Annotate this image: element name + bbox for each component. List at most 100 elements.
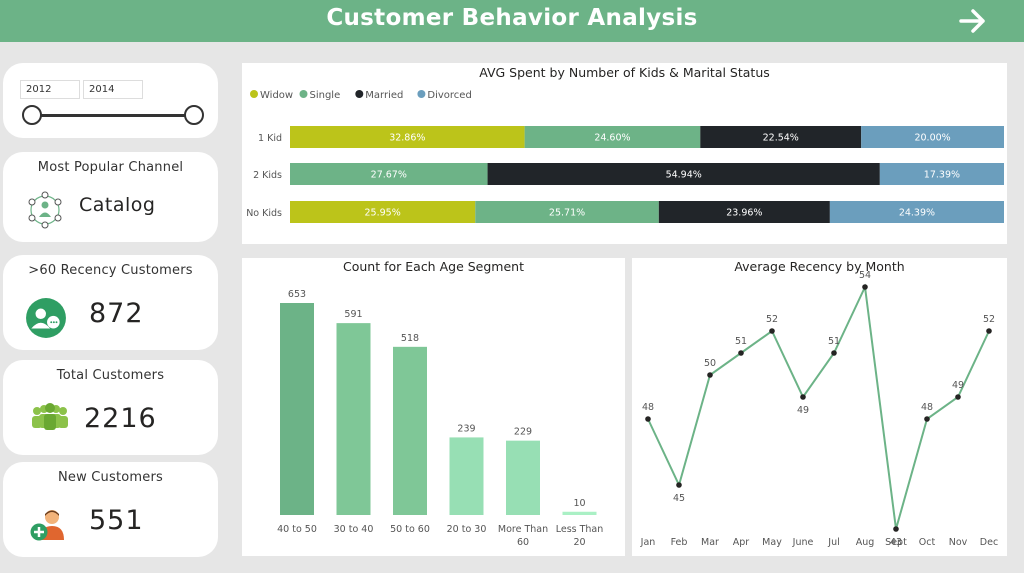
month-tick-label: Aug xyxy=(856,537,875,548)
month-tick-label: Jan xyxy=(640,537,656,548)
bar-data-label: 518 xyxy=(401,333,419,344)
add-user-icon xyxy=(30,510,64,541)
stacked-bar-segment xyxy=(829,201,1004,223)
age-segment-chart-panel: Count for Each Age Segment 653 40 to 50 59… xyxy=(242,258,625,556)
point-data-label: 48 xyxy=(642,402,654,413)
segment-data-label: 17.39% xyxy=(924,170,960,181)
stacked-bar-chart: Widow Single Married Divorced 1 Kid 32.86% 24.… xyxy=(246,90,1004,223)
legend-marker-single xyxy=(299,90,308,98)
bar-data-label: 10 xyxy=(573,498,585,509)
most-popular-channel-card: Most Popular Channel Catalog xyxy=(3,152,218,242)
legend-label-married: Married xyxy=(365,90,403,101)
data-point xyxy=(769,328,775,334)
end-year-input[interactable]: 2014 xyxy=(83,80,143,99)
legend-label-single: Single xyxy=(310,90,341,101)
point-data-label: 52 xyxy=(983,314,995,325)
data-point xyxy=(707,372,713,378)
category-tick-label: 30 to 40 xyxy=(334,524,374,535)
stacked-bar-segment xyxy=(290,126,525,148)
card-title: Most Popular Channel xyxy=(37,160,184,175)
page-title: Customer Behavior Analysis xyxy=(326,5,698,31)
data-point xyxy=(676,482,682,488)
category-label: No Kids xyxy=(246,208,282,219)
month-tick-label: Dec xyxy=(980,537,998,548)
age-bar xyxy=(280,303,314,515)
age-bar xyxy=(336,323,371,515)
point-data-label: 52 xyxy=(766,314,778,325)
new-customers-card: New Customers 551 xyxy=(3,462,218,557)
segment-data-label: 32.86% xyxy=(389,133,425,144)
age-bar-chart: 653 40 to 50 591 30 to 40 518 50 to 60 239 20 t… xyxy=(277,289,604,548)
segment-data-label: 20.00% xyxy=(914,133,950,144)
data-point xyxy=(738,350,744,356)
data-point xyxy=(986,328,992,334)
legend-label-widow: Widow xyxy=(260,90,293,101)
data-point xyxy=(862,284,868,290)
segment-data-label: 54.94% xyxy=(666,170,702,181)
data-point xyxy=(645,416,651,422)
month-tick-label: Jul xyxy=(827,537,839,548)
slider-end-handle[interactable] xyxy=(184,105,204,125)
slider-start-handle[interactable] xyxy=(22,105,42,125)
stacked-bar-segment xyxy=(475,201,659,223)
point-data-label: 45 xyxy=(673,493,685,504)
month-tick-label: Mar xyxy=(701,537,719,548)
segment-data-label: 24.60% xyxy=(594,133,630,144)
point-data-label: 49 xyxy=(952,380,964,391)
start-year-input[interactable]: 2012 xyxy=(20,80,80,99)
stacked-bar-segment xyxy=(290,163,488,185)
age-bar xyxy=(393,346,427,515)
legend-label-divorced: Divorced xyxy=(427,90,471,101)
legend-marker-divorced xyxy=(417,90,426,98)
category-tick-label-line2: 60 xyxy=(517,537,529,548)
recency-line-chart-panel: Average Recency by Month 48 Jan 45 Feb 50 Mar… xyxy=(632,258,1007,556)
category-tick-label: More Than xyxy=(498,524,548,535)
bar-data-label: 591 xyxy=(344,309,362,320)
data-point xyxy=(924,416,930,422)
stacked-bar-segment xyxy=(524,126,701,148)
point-data-label: 43 xyxy=(890,537,902,548)
month-tick-label: Feb xyxy=(671,537,688,548)
arrow-right-icon[interactable] xyxy=(958,6,988,36)
legend-marker-married xyxy=(355,90,364,98)
catalog-network-icon xyxy=(28,191,62,229)
customer-service-icon xyxy=(26,298,66,338)
new-value: 551 xyxy=(89,505,144,536)
slider-track[interactable] xyxy=(34,114,198,117)
recency-value: 872 xyxy=(89,298,144,329)
age-bar xyxy=(506,440,540,515)
category-tick-label: 20 to 30 xyxy=(447,524,487,535)
recency-customers-card: >60 Recency Customers 872 xyxy=(3,255,218,350)
category-label: 1 Kid xyxy=(258,133,282,144)
point-data-label: 51 xyxy=(735,336,747,347)
category-tick-label: 50 to 60 xyxy=(390,524,430,535)
month-tick-label: Nov xyxy=(949,537,968,548)
data-point xyxy=(831,350,837,356)
point-data-label: 54 xyxy=(859,270,871,281)
total-customers-card: Total Customers 2216 xyxy=(3,360,218,455)
card-title: >60 Recency Customers xyxy=(28,263,193,278)
card-title: Total Customers xyxy=(56,368,165,383)
category-label: 2 Kids xyxy=(253,170,282,181)
point-data-label: 48 xyxy=(921,402,933,413)
chart-title: Average Recency by Month xyxy=(734,259,905,274)
month-tick-label: Sept xyxy=(885,537,907,548)
stacked-bar-segment xyxy=(658,201,830,223)
point-data-label: 49 xyxy=(797,405,809,416)
stacked-bar-segment xyxy=(700,126,862,148)
series-line xyxy=(647,283,990,530)
point-data-label: 50 xyxy=(704,358,716,369)
data-point xyxy=(893,526,899,532)
category-tick-label: 40 to 50 xyxy=(277,524,317,535)
segment-data-label: 24.39% xyxy=(899,208,935,219)
stacked-bar-segment xyxy=(861,126,1004,148)
bar-data-label: 229 xyxy=(514,427,532,438)
segment-data-label: 27.67% xyxy=(371,170,407,181)
segment-data-label: 23.96% xyxy=(726,208,762,219)
legend-marker-widow xyxy=(250,90,258,98)
category-tick-label: Less Than xyxy=(556,524,604,535)
data-point xyxy=(955,394,961,400)
chart-title: AVG Spent by Number of Kids & Marital St… xyxy=(479,65,770,80)
month-tick-label: Oct xyxy=(919,537,936,548)
stacked-bar-segment xyxy=(290,201,476,223)
